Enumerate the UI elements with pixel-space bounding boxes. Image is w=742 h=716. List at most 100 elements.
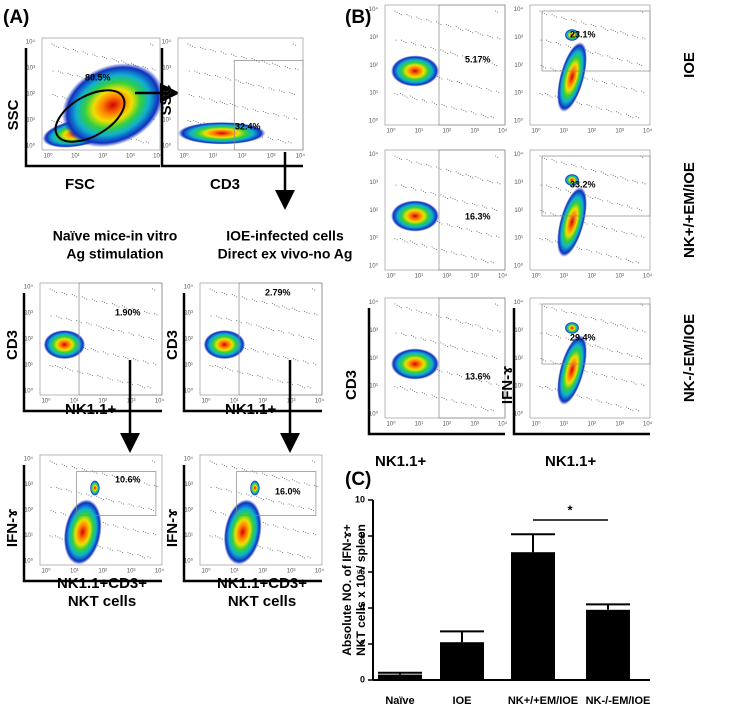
dot bbox=[477, 325, 479, 327]
gate bbox=[541, 303, 651, 365]
dot bbox=[466, 202, 468, 204]
dot bbox=[638, 63, 640, 65]
dot bbox=[134, 308, 136, 310]
dot bbox=[203, 98, 205, 100]
dot bbox=[491, 207, 493, 209]
gate bbox=[236, 471, 317, 516]
dot bbox=[263, 110, 265, 112]
label: 10¹ bbox=[230, 569, 239, 575]
dot bbox=[111, 303, 113, 305]
dot bbox=[221, 368, 223, 370]
dot bbox=[284, 142, 286, 144]
dot bbox=[589, 196, 591, 198]
dot bbox=[629, 354, 631, 356]
dot bbox=[452, 345, 454, 347]
dot bbox=[54, 95, 56, 97]
dot bbox=[555, 16, 557, 18]
dot bbox=[476, 85, 478, 87]
dot bbox=[488, 89, 490, 91]
dot bbox=[293, 117, 295, 119]
dot bbox=[470, 111, 472, 113]
dot bbox=[257, 351, 259, 353]
dot bbox=[587, 50, 589, 52]
dot bbox=[421, 392, 423, 394]
dot bbox=[209, 535, 211, 537]
dot bbox=[194, 46, 196, 48]
dot bbox=[62, 513, 64, 515]
dot bbox=[120, 502, 122, 504]
dot bbox=[455, 26, 457, 28]
dot bbox=[291, 384, 293, 386]
dot bbox=[105, 523, 107, 525]
dot bbox=[539, 238, 541, 240]
dot bbox=[250, 348, 252, 350]
dot bbox=[596, 106, 598, 108]
label: 10⁴ bbox=[315, 568, 325, 575]
dot bbox=[267, 113, 269, 115]
label: 10⁰ bbox=[26, 143, 36, 150]
dot bbox=[102, 327, 104, 329]
dot bbox=[598, 107, 600, 109]
dot bbox=[61, 538, 63, 540]
dot bbox=[206, 73, 208, 75]
dot bbox=[261, 300, 263, 302]
dot bbox=[107, 377, 109, 379]
dot bbox=[544, 67, 546, 69]
label: CD3 bbox=[343, 370, 360, 400]
dot bbox=[625, 406, 627, 408]
dot bbox=[496, 383, 498, 385]
dot bbox=[296, 309, 298, 311]
dot bbox=[213, 290, 215, 292]
dot bbox=[301, 556, 303, 558]
dot bbox=[586, 78, 588, 80]
dot bbox=[298, 482, 300, 484]
dot bbox=[284, 478, 286, 480]
label: 10³ bbox=[184, 482, 193, 488]
dot bbox=[607, 348, 609, 350]
dot bbox=[304, 557, 306, 559]
dot bbox=[470, 85, 472, 87]
dot bbox=[131, 554, 133, 556]
dot bbox=[71, 294, 73, 296]
dot bbox=[221, 101, 223, 103]
dot bbox=[229, 369, 231, 371]
dot bbox=[620, 176, 622, 178]
label: 10² bbox=[238, 154, 247, 160]
dot bbox=[549, 388, 551, 390]
dot bbox=[221, 463, 223, 465]
dot bbox=[80, 322, 82, 324]
dot bbox=[594, 372, 596, 374]
dot bbox=[68, 318, 70, 320]
dot bbox=[453, 400, 455, 402]
dot bbox=[281, 381, 283, 383]
label: 10³ bbox=[514, 180, 523, 186]
label: 10¹ bbox=[162, 118, 171, 124]
label: 10⁰ bbox=[184, 388, 194, 395]
dot bbox=[410, 16, 412, 18]
dot bbox=[450, 171, 452, 173]
dot bbox=[111, 58, 113, 60]
dot bbox=[76, 296, 78, 298]
dot bbox=[585, 316, 587, 318]
dot bbox=[212, 511, 214, 513]
dot bbox=[114, 304, 116, 306]
dot bbox=[477, 32, 479, 34]
dot bbox=[409, 240, 411, 242]
label: 10¹ bbox=[369, 91, 378, 97]
dot bbox=[597, 345, 599, 347]
dot bbox=[643, 91, 645, 93]
dot bbox=[571, 163, 573, 165]
dot bbox=[637, 410, 639, 412]
dot bbox=[446, 371, 448, 373]
dot bbox=[399, 93, 401, 95]
dot bbox=[311, 288, 313, 290]
dot bbox=[486, 62, 488, 64]
label: 10¹ bbox=[26, 118, 35, 124]
dot bbox=[586, 248, 588, 250]
dot bbox=[153, 339, 155, 341]
label: NK1.1+CD3+ bbox=[217, 575, 307, 592]
dot bbox=[623, 231, 625, 233]
label: 10² bbox=[587, 274, 596, 280]
label: 10² bbox=[24, 507, 33, 513]
dot bbox=[612, 322, 614, 324]
